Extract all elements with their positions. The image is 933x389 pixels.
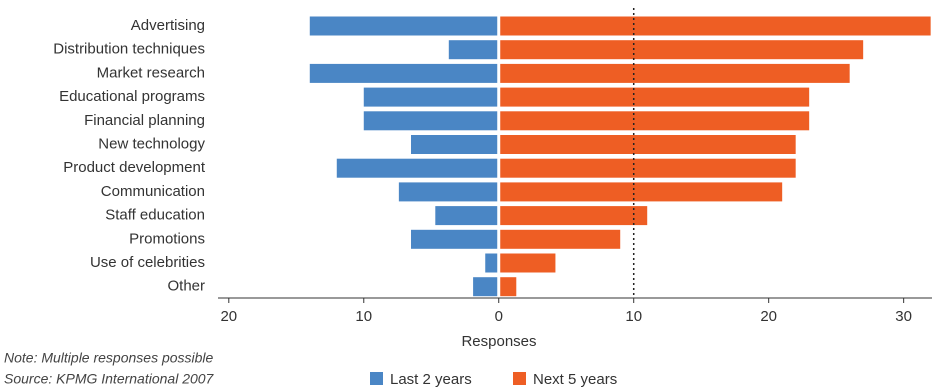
legend-label: Next 5 years (533, 371, 617, 388)
x-tick-label: 20 (220, 308, 237, 325)
x-axis-label: Responses (461, 333, 536, 350)
bar (500, 253, 556, 273)
category-label: Distribution techniques (53, 41, 205, 58)
category-label: Financial planning (84, 112, 205, 129)
category-label: New technology (98, 135, 205, 152)
bar (473, 277, 498, 297)
source: Source: KPMG International 2007 (4, 371, 215, 387)
category-label: Educational programs (59, 88, 205, 105)
bar (435, 206, 498, 226)
bar (448, 40, 498, 60)
bar (363, 87, 498, 107)
category-label: Promotions (129, 230, 205, 247)
bar (309, 16, 498, 36)
category-label: Product development (63, 159, 206, 176)
bar (500, 111, 810, 131)
bar (500, 40, 864, 60)
bar (336, 158, 498, 178)
bar (500, 135, 796, 154)
bar (500, 87, 810, 107)
category-label: Staff education (105, 207, 205, 224)
bar (363, 111, 498, 131)
legend-label: Last 2 years (390, 371, 472, 388)
bar (500, 206, 648, 226)
bar (500, 277, 517, 297)
x-tick-label: 30 (895, 308, 912, 325)
bar (411, 135, 498, 154)
bar (500, 16, 931, 36)
bar (309, 63, 498, 83)
category-label: Use of celebrities (90, 254, 205, 271)
bar (500, 229, 621, 249)
category-label: Communication (101, 183, 205, 200)
legend-swatch (370, 372, 383, 385)
note: Note: Multiple responses possible (4, 350, 214, 366)
legend-swatch (513, 372, 526, 385)
bar (500, 182, 783, 202)
category-label: Market research (97, 64, 205, 81)
x-tick-label: 20 (760, 308, 777, 325)
x-tick-label: 10 (625, 308, 642, 325)
bar (398, 182, 498, 202)
bar (500, 158, 796, 178)
category-label: Advertising (131, 17, 205, 34)
bar (500, 63, 850, 83)
bar (411, 229, 498, 249)
category-label: Other (167, 278, 205, 295)
bar (485, 253, 498, 273)
x-tick-label: 10 (355, 308, 372, 325)
x-tick-label: 0 (495, 308, 503, 325)
